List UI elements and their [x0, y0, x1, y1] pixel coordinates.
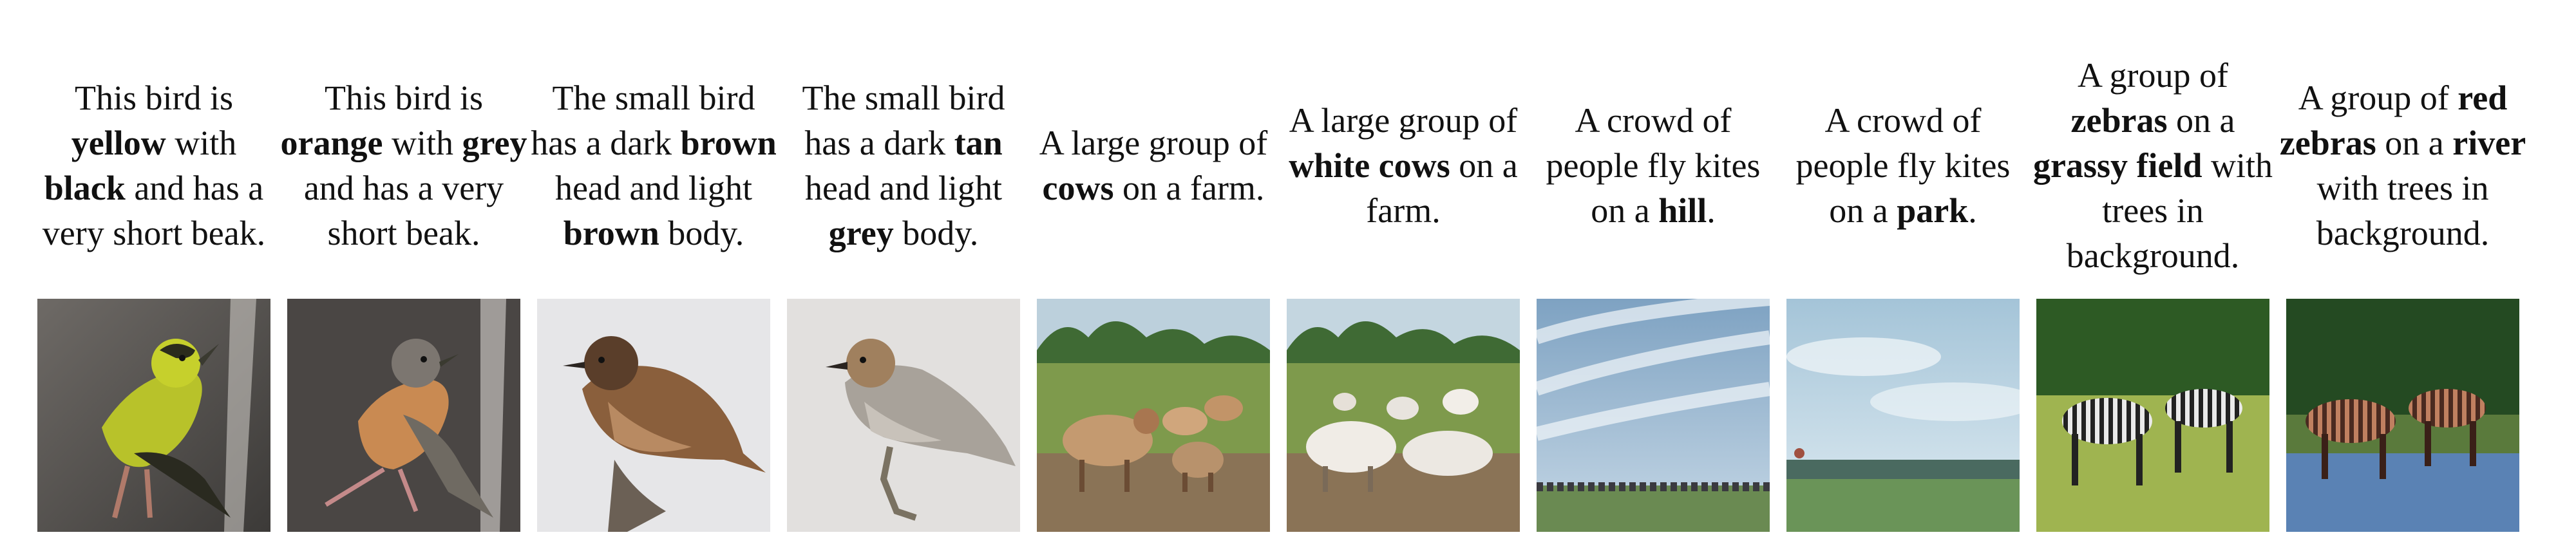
caption-bold-word: tan: [954, 124, 1003, 162]
caption-text: This bird is orange with grey and has a …: [278, 75, 529, 256]
caption-word: and has a very short beak.: [42, 169, 266, 252]
image-red-zebras-river: [2286, 299, 2519, 532]
image-yellow-bird: [37, 299, 270, 532]
caption-bold-word: grey: [462, 124, 527, 162]
caption-word: A large group of: [1039, 124, 1268, 162]
caption-1: This bird is yellow with black and has a…: [28, 53, 279, 278]
caption-word: A group of: [2298, 79, 2458, 117]
caption-bold-word: grassy field: [2032, 146, 2202, 185]
caption-text: This bird is yellow with black and has a…: [28, 75, 279, 256]
caption-bold-word: zebras: [2070, 101, 2168, 140]
caption-bold-word: park: [1897, 191, 1969, 230]
caption-8: A crowd of people fly kites on a park.: [1777, 53, 2029, 278]
caption-word: with: [166, 124, 237, 162]
caption-word: with trees in background.: [2066, 146, 2273, 275]
caption-7: A crowd of people fly kites on a hill.: [1528, 53, 1779, 278]
caption-word: with: [383, 124, 462, 162]
image-kites-hill: [1537, 299, 1770, 532]
caption-word: .: [1707, 191, 1716, 230]
caption-word: The small bird has a dark: [802, 79, 1005, 162]
caption-word: with trees in background.: [2316, 169, 2490, 252]
caption-2: This bird is orange with grey and has a …: [278, 53, 529, 278]
caption-word: This bird is: [74, 79, 233, 117]
image-tan-bird: [787, 299, 1020, 532]
caption-bold-word: yellow: [71, 124, 166, 162]
caption-text: A crowd of people fly kites on a park.: [1777, 98, 2029, 233]
caption-word: body.: [659, 214, 744, 252]
caption-text: A large group of cows on a farm.: [1028, 120, 1279, 211]
caption-word: .: [1968, 191, 1977, 230]
image-orange-bird: [287, 299, 520, 532]
caption-word: on a farm.: [1113, 169, 1265, 207]
caption-9: A group of zebras on a grassy field with…: [2027, 53, 2278, 278]
caption-5: A large group of cows on a farm.: [1028, 53, 1279, 278]
image-kites-park: [1786, 299, 2020, 532]
caption-6: A large group of white cows on a farm.: [1278, 53, 1529, 278]
caption-text: A crowd of people fly kites on a hill.: [1528, 98, 1779, 233]
caption-4: The small bird has a dark tan head and l…: [778, 53, 1029, 278]
caption-bold-word: white cows: [1289, 146, 1450, 185]
image-white-cows-farm: [1287, 299, 1520, 532]
caption-bold-word: black: [44, 169, 126, 207]
caption-word: head and light: [555, 169, 752, 207]
caption-text: A group of zebras on a grassy field with…: [2027, 53, 2278, 278]
image-brown-bird: [537, 299, 770, 532]
image-zebras-grass: [2036, 299, 2269, 532]
caption-bold-word: grey: [828, 214, 894, 252]
caption-word: on a farm.: [1366, 146, 1518, 230]
caption-word: A large group of: [1289, 101, 1518, 140]
caption-3: The small bird has a dark brown head and…: [528, 53, 779, 278]
caption-word: on a: [2167, 101, 2235, 140]
caption-bold-word: zebras: [2279, 124, 2376, 162]
caption-word: A group of: [2078, 56, 2228, 95]
caption-text: The small bird has a dark tan head and l…: [778, 75, 1029, 256]
caption-word: head and light: [805, 169, 1002, 207]
caption-bold-word: hill: [1658, 191, 1707, 230]
caption-word: body.: [893, 214, 979, 252]
caption-text: The small bird has a dark brown head and…: [528, 75, 779, 256]
caption-bold-word: river: [2452, 124, 2526, 162]
caption-bold-word: brown: [680, 124, 777, 162]
caption-text: A large group of white cows on a farm.: [1278, 98, 1529, 233]
caption-text: A group of red zebras on a river with tr…: [2277, 75, 2528, 256]
caption-bold-word: cows: [1042, 169, 1114, 207]
caption-word: The small bird has a dark: [531, 79, 755, 162]
caption-word: on a: [2376, 124, 2453, 162]
caption-word: and has a very short beak.: [303, 169, 504, 252]
caption-bold-word: brown: [563, 214, 659, 252]
caption-word: A crowd of people fly kites on a: [1795, 101, 2011, 230]
caption-word: This bird is: [324, 79, 483, 117]
image-cows-farm: [1037, 299, 1270, 532]
caption-10: A group of red zebras on a river with tr…: [2277, 53, 2528, 278]
caption-bold-word: orange: [280, 124, 383, 162]
caption-bold-word: red: [2458, 79, 2508, 117]
caption-word: A crowd of people fly kites on a: [1546, 101, 1761, 230]
